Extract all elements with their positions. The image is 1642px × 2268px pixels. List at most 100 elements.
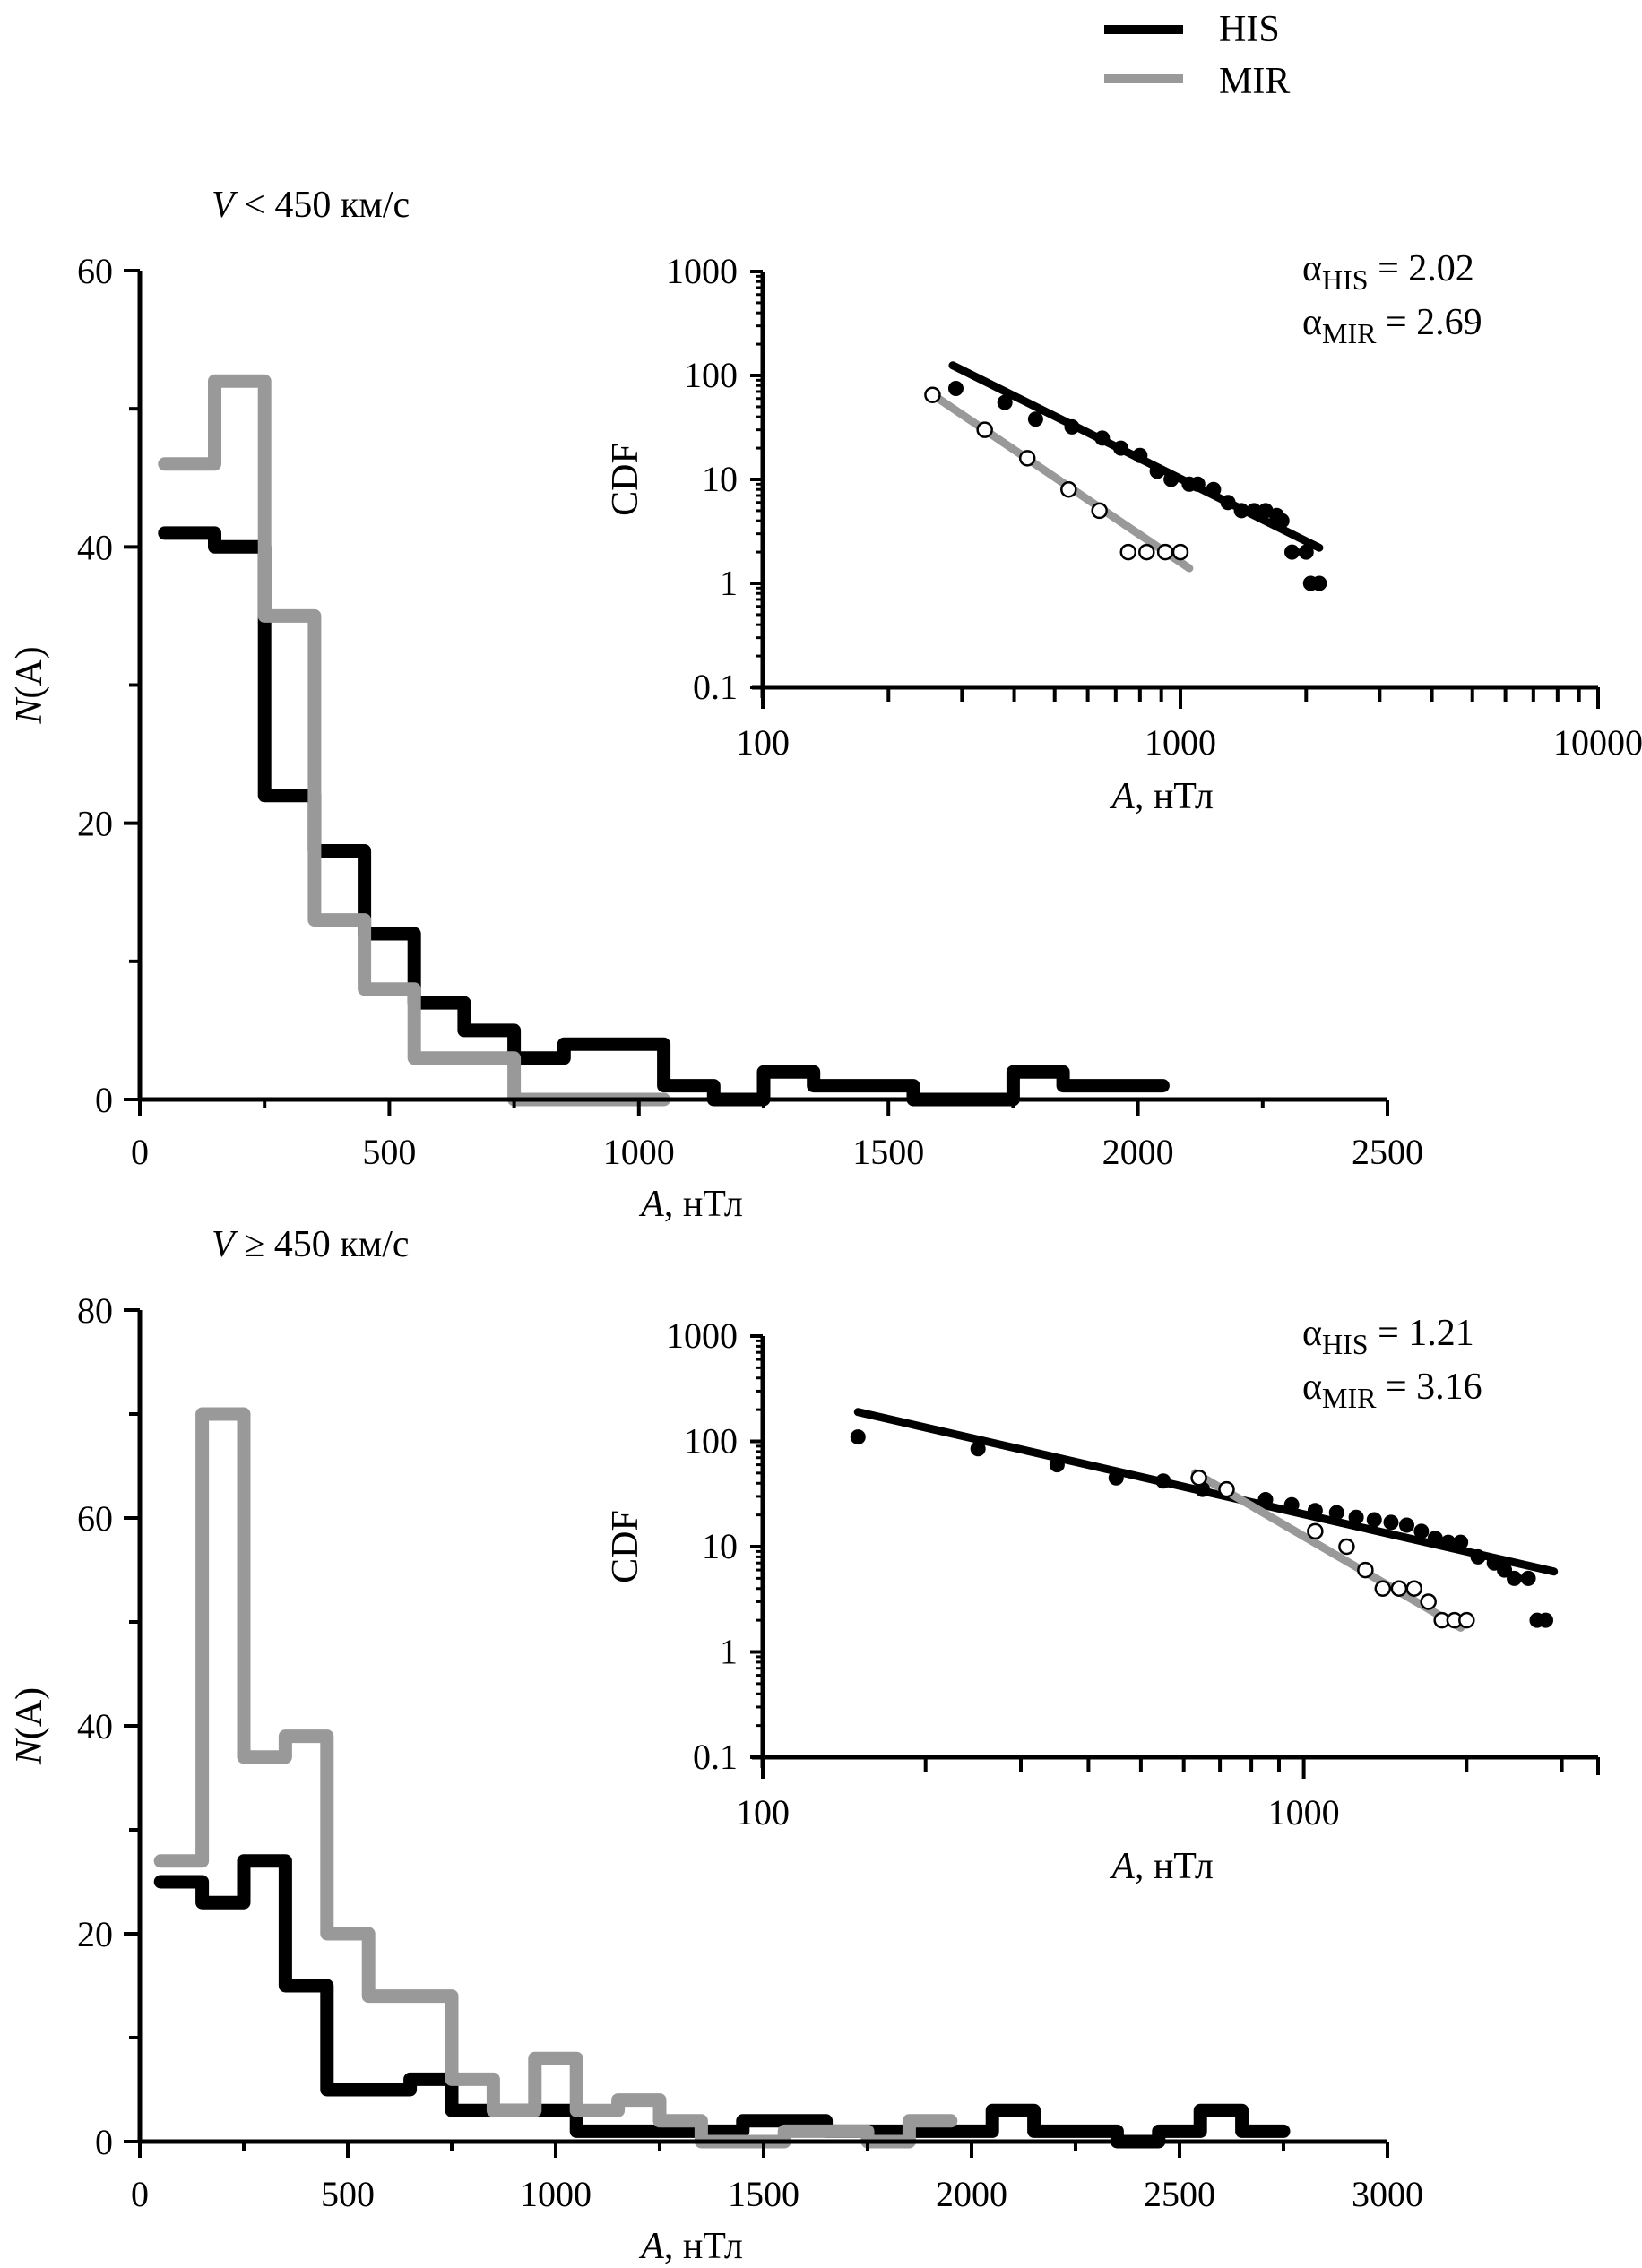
- data-point-mir: [1156, 543, 1174, 561]
- x-tick-label: 500: [362, 1132, 416, 1172]
- x-tick-label: 0: [131, 2174, 149, 2214]
- y-tick-label: 0: [95, 1080, 113, 1120]
- x-tick-label: 3000: [1352, 2174, 1423, 2214]
- data-point-mir: [1190, 1469, 1207, 1487]
- y-tick-label: 0: [95, 2122, 113, 2162]
- alpha-subscript: MIR: [1322, 317, 1377, 349]
- alpha-annotation-his: αHIS = 2.02: [1302, 248, 1474, 296]
- data-point-mir: [1119, 543, 1137, 561]
- x-axis-title-rest: , нТл: [664, 1184, 743, 1225]
- inset-x-tick-label: 10000: [1553, 722, 1642, 763]
- data-point-his: [850, 1429, 866, 1445]
- data-point-mir: [1420, 1593, 1437, 1610]
- data-point-mir: [924, 386, 941, 403]
- inset-x-axis-title: A, нТл: [1109, 1846, 1214, 1887]
- y-tick-label: 60: [77, 1498, 113, 1539]
- bottom-inset-panel: 0.1 1 10 100 1000 100 1000 A, нТл CDF αHIS = 1.21…: [605, 1313, 1600, 1887]
- y-tick-label: 60: [77, 251, 113, 291]
- data-point-his: [1163, 471, 1180, 487]
- inset-x-tick-label: 100: [736, 1792, 790, 1833]
- data-point-his: [1383, 1514, 1399, 1531]
- data-point-his: [1049, 1457, 1065, 1473]
- data-point-his: [1328, 1505, 1344, 1521]
- x-axis-title: A, нТл: [638, 1184, 743, 1225]
- inset-y-tick-label: 1000: [666, 251, 738, 291]
- alpha-symbol: α: [1302, 248, 1322, 289]
- inset-y-tick-label: 1000: [666, 1315, 738, 1356]
- inset-y-tick-label: 0.1: [693, 1737, 738, 1777]
- panel-title-var: V: [212, 185, 238, 226]
- x-tick-label: 1500: [728, 2174, 799, 2214]
- data-point-his: [1113, 440, 1129, 456]
- data-point-his: [970, 1441, 986, 1457]
- alpha-value: = 2.69: [1376, 302, 1482, 343]
- x-tick-label: 1500: [852, 1132, 924, 1172]
- data-point-his: [1132, 447, 1148, 463]
- data-point-his: [1470, 1548, 1486, 1565]
- data-point-mir: [1390, 1580, 1408, 1598]
- y-tick-label: 20: [77, 804, 113, 844]
- alpha-subscript: HIS: [1322, 1328, 1369, 1360]
- inset-x-axis-title-rest: , нТл: [1135, 1846, 1214, 1887]
- data-point-his: [1094, 430, 1111, 446]
- data-point-mir: [1307, 1522, 1324, 1540]
- y-axis-title: N(A): [9, 646, 50, 724]
- x-axis-title-var: A: [638, 1184, 664, 1225]
- data-point-mir: [1374, 1580, 1392, 1598]
- histogram-series-mir: [158, 374, 671, 1107]
- data-point-his: [1398, 1517, 1414, 1533]
- x-tick-label: 2000: [936, 2174, 1007, 2214]
- data-point-his: [1027, 411, 1043, 427]
- data-point-his: [1283, 1496, 1300, 1513]
- fit-line-mir: [1190, 1469, 1465, 1632]
- inset-x-tick-label: 1000: [1145, 722, 1216, 763]
- inset-x-tick-label: 100: [736, 722, 790, 763]
- data-point-his: [1108, 1470, 1124, 1486]
- data-point-his: [1413, 1523, 1430, 1539]
- histogram-series-mir: [153, 1407, 958, 2149]
- alpha-subscript: MIR: [1322, 1382, 1377, 1414]
- data-point-his: [1274, 513, 1290, 529]
- data-point-his: [1206, 481, 1222, 497]
- data-point-his: [1507, 1570, 1523, 1586]
- legend-mir-label: MIR: [1219, 61, 1290, 102]
- alpha-symbol: α: [1302, 1313, 1322, 1354]
- data-point-his: [1538, 1612, 1554, 1628]
- data-point-his: [1257, 1491, 1274, 1507]
- data-point-his: [1348, 1509, 1364, 1525]
- inset-y-tick-label: 0.1: [693, 667, 738, 707]
- x-tick-label: 2500: [1144, 2174, 1215, 2214]
- data-point-mir: [1218, 1480, 1235, 1498]
- inset-y-axis-title: CDF: [605, 443, 646, 516]
- y-axis-title-var: N: [9, 697, 50, 725]
- alpha-annotation-mir: αMIR = 3.16: [1302, 1367, 1482, 1414]
- data-point-his: [1284, 544, 1301, 560]
- data-point-mir: [1458, 1611, 1475, 1629]
- legend-his-label: HIS: [1219, 9, 1280, 50]
- alpha-value: = 3.16: [1376, 1367, 1482, 1408]
- x-axis-title: A, нТл: [638, 2226, 743, 2267]
- x-tick-label: 1000: [603, 1132, 675, 1172]
- inset-x-axis-title: A, нТл: [1109, 776, 1214, 817]
- alpha-annotation-mir: αMIR = 2.69: [1302, 302, 1482, 349]
- alpha-symbol: α: [1302, 302, 1322, 343]
- inset-x-axis-title-rest: , нТл: [1135, 776, 1214, 817]
- inset-y-axis-title: CDF: [605, 1510, 646, 1583]
- data-point-his: [1298, 544, 1314, 560]
- inset-y-tick-label: 1: [720, 563, 738, 603]
- panel-title: V ≥ 450 км/с: [212, 1224, 410, 1265]
- data-point-mir: [1138, 543, 1155, 561]
- panel-title-rest: ≥ 450 км/с: [235, 1224, 410, 1265]
- alpha-symbol: α: [1302, 1367, 1322, 1408]
- inset-y-tick-label: 1: [720, 1632, 738, 1672]
- x-tick-label: 500: [321, 2174, 375, 2214]
- inset-y-tick-label: 100: [684, 1421, 738, 1462]
- y-tick-label: 40: [77, 1706, 113, 1746]
- data-point-his: [1427, 1531, 1443, 1547]
- alpha-value: = 1.21: [1369, 1313, 1474, 1354]
- y-axis-title-var: N: [9, 1738, 50, 1765]
- data-point-his: [997, 394, 1013, 410]
- alpha-subscript: HIS: [1322, 263, 1369, 296]
- data-point-his: [1453, 1534, 1469, 1550]
